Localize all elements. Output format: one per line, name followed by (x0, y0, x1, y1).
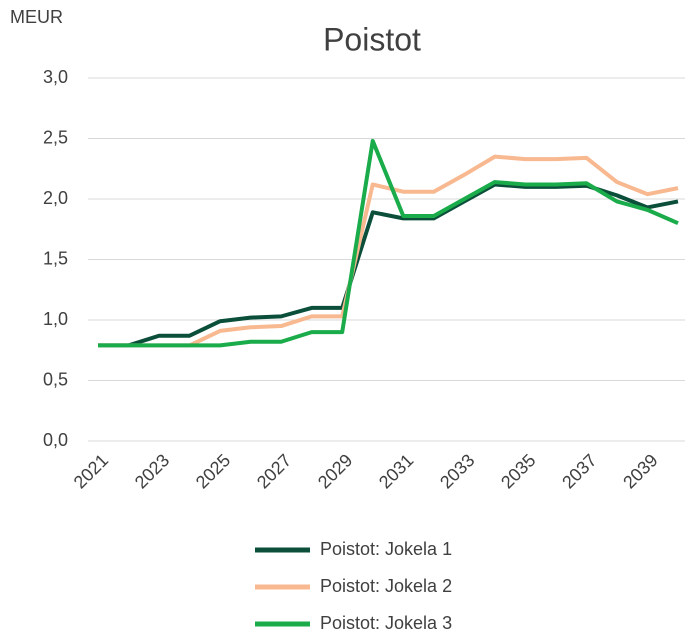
x-tick-label: 2029 (314, 450, 356, 492)
line-series (98, 138, 679, 348)
x-tick-label: 2035 (497, 450, 539, 492)
y-tick-label: 0,5 (43, 369, 68, 389)
x-tick-label: 2031 (375, 450, 417, 492)
x-tick-label: 2037 (558, 450, 600, 492)
x-tick-label: 2023 (131, 450, 173, 492)
x-tick-label: 2021 (70, 450, 112, 492)
legend-label: Poistot: Jokela 2 (320, 576, 452, 596)
line-series (98, 182, 679, 348)
x-tick-label: 2027 (253, 450, 295, 492)
chart-title: Poistot (323, 21, 421, 57)
legend-label: Poistot: Jokela 3 (320, 613, 452, 633)
y-tick-label: 2,5 (43, 127, 68, 147)
x-tick-label: 2025 (192, 450, 234, 492)
y-axis-label: MEUR (10, 7, 63, 27)
y-tick-label: 3,0 (43, 67, 68, 87)
x-tick-label: 2033 (436, 450, 478, 492)
line-series (98, 154, 679, 348)
x-tick-label: 2039 (619, 450, 661, 492)
y-tick-label: 2,0 (43, 188, 68, 208)
y-tick-label: 1,5 (43, 248, 68, 268)
legend-label: Poistot: Jokela 1 (320, 539, 452, 559)
y-tick-label: 0,0 (43, 430, 68, 450)
y-tick-label: 1,0 (43, 309, 68, 329)
